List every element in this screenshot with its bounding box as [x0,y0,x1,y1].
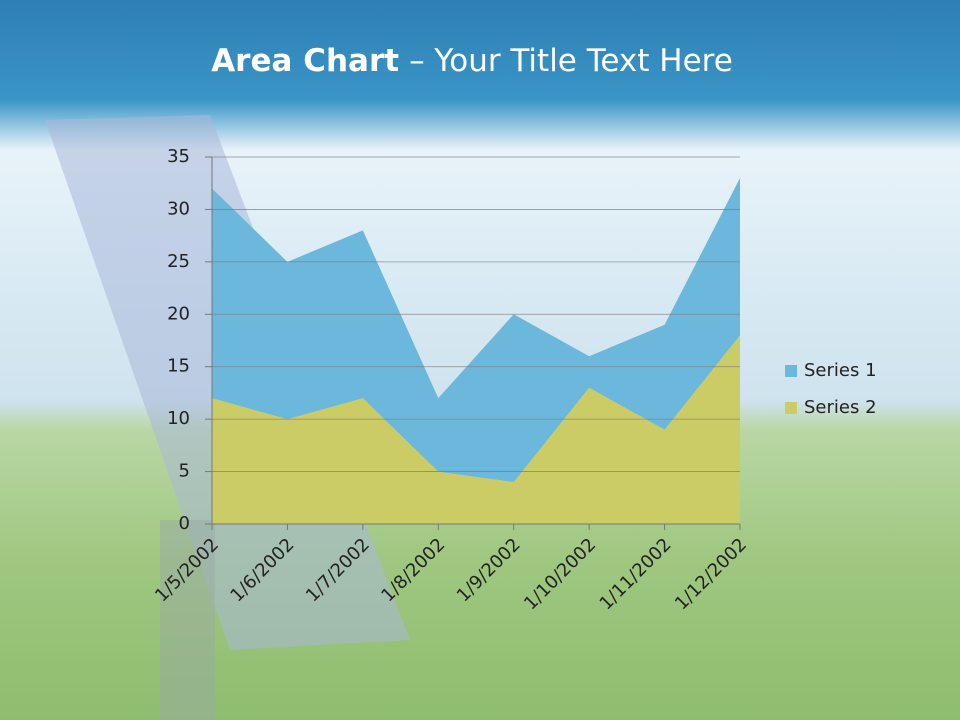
y-tick-label: 15 [167,356,190,377]
title-rest: – Your Title Text Here [409,43,733,79]
x-tick-label: 1/11/2002 [596,534,676,614]
panel-post [160,520,215,720]
title-bold: Area Chart [211,43,399,79]
x-tick-label: 1/8/2002 [377,534,449,606]
y-tick-label: 0 [179,513,190,534]
y-tick-label: 10 [167,408,190,429]
x-tick-label: 1/12/2002 [671,534,751,614]
y-tick-label: 30 [167,198,190,219]
legend-label: Series 2 [804,397,877,418]
y-tick-label: 35 [167,146,190,167]
legend-swatch [785,402,797,414]
y-tick-label: 5 [179,461,190,482]
legend-label: Series 1 [804,360,877,381]
legend-swatch [785,365,797,377]
y-tick-label: 20 [167,303,190,324]
x-tick-label: 1/10/2002 [520,534,600,614]
area [212,335,740,524]
chart-title: Area Chart – Your Title Text Here [211,43,733,79]
x-tick-label: 1/9/2002 [453,534,525,606]
y-tick-label: 25 [167,251,190,272]
